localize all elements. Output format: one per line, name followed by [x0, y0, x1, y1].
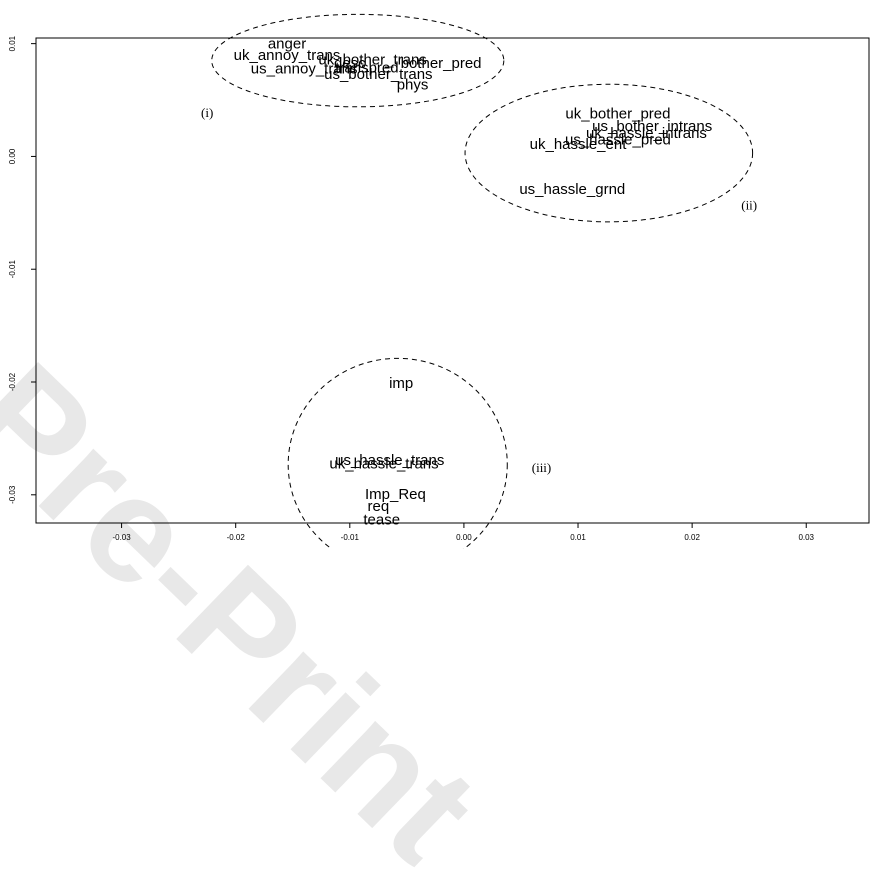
- x-tick-label: -0.03: [112, 533, 131, 542]
- point-label: imp: [389, 375, 413, 392]
- y-tick-label: 0.01: [8, 35, 17, 51]
- plot-frame: [35, 37, 870, 524]
- scatter-chart: -0.03 -0.02 -0.01 0.00 0.01 0.02 0.03 -0.03 -0.0…: [8, 13, 870, 549]
- point-label: us_hassle_pred: [565, 132, 671, 149]
- x-tick-label: -0.02: [227, 533, 246, 542]
- point-label: bother_pred: [401, 55, 482, 72]
- point-label: req: [367, 498, 389, 515]
- point-label: tease: [363, 512, 400, 529]
- x-tick-label: 0.01: [570, 533, 586, 542]
- point-label: phys: [397, 76, 429, 93]
- point-label: uk_bother_trans: [318, 52, 426, 69]
- cluster-label: (i): [201, 105, 213, 120]
- cluster-label: (ii): [741, 197, 757, 212]
- point-label: uk_annoy_trans: [234, 47, 341, 64]
- point-label: uk_hassle_intrans: [586, 125, 707, 142]
- y-tick-label: -0.02: [8, 372, 17, 391]
- x-tick-label: 0.02: [684, 533, 700, 542]
- x-tick-label: -0.01: [341, 533, 360, 542]
- point-label: uk_hassle_ent: [530, 136, 628, 153]
- x-tick-label: 0.00: [456, 533, 472, 542]
- y-tick-label: -0.03: [8, 485, 17, 504]
- x-tick-label: 0.03: [798, 533, 814, 542]
- cluster-ellipse: [211, 13, 505, 108]
- y-tick-label: -0.01: [8, 260, 17, 279]
- point-label: us_hassle_trans: [335, 452, 444, 469]
- y-tick-label: 0.00: [8, 148, 17, 164]
- point-label: transpred: [335, 59, 398, 76]
- point-label: uk_hassle_trans: [329, 455, 438, 472]
- point-label: us_bother_intrans: [592, 118, 712, 135]
- point-label: us_annoy_trans: [251, 61, 358, 78]
- cluster-ellipse: [287, 357, 508, 549]
- point-label: us_hassle_grnd: [519, 181, 625, 198]
- cluster-ellipse: [464, 83, 754, 223]
- point-label: anger: [268, 36, 306, 53]
- point-label: us_bother_trans: [324, 66, 432, 83]
- point-label: uk_bother_pred: [565, 106, 670, 123]
- point-label: desc: [334, 55, 366, 72]
- cluster-label: (iii): [532, 460, 552, 475]
- point-label: Imp_Req: [365, 486, 426, 503]
